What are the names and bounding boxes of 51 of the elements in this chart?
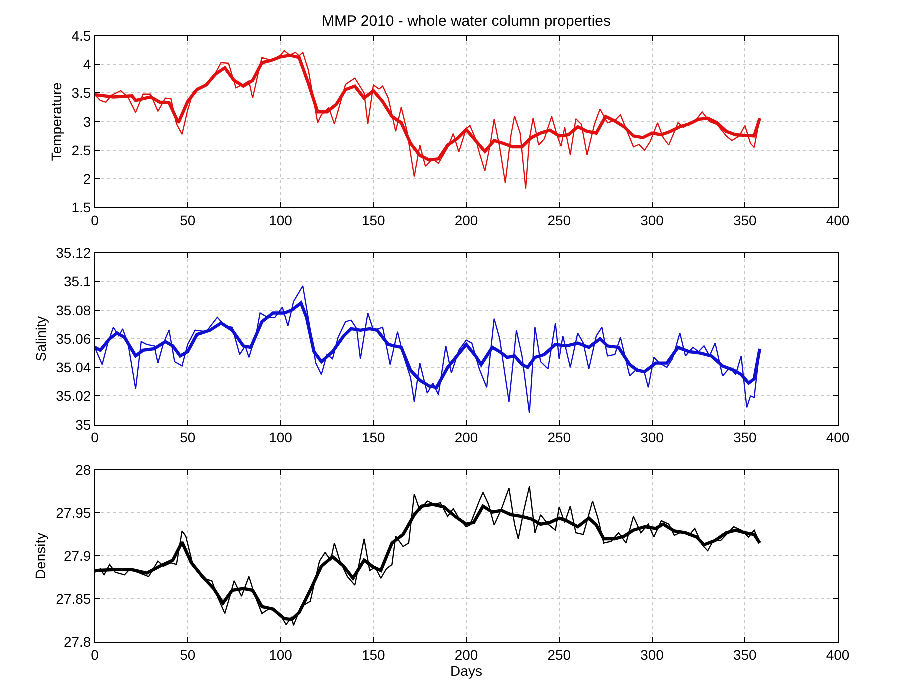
x-tick-label: 250	[548, 646, 572, 663]
x-tick-label: 350	[733, 212, 758, 228]
x-tick-label: 200	[454, 212, 478, 228]
x-tick-label: 150	[362, 212, 386, 228]
x-tick-label: 50	[180, 212, 196, 228]
x-tick-label: 100	[269, 212, 293, 228]
y-tick-label: 27.95	[56, 505, 92, 522]
y-tick-label: 3.5	[72, 85, 92, 102]
y-tick-label: 35.1	[64, 274, 92, 290]
y-tick-label: 28	[76, 462, 92, 478]
x-tick-label: 400	[826, 430, 850, 446]
y-tick-label: 35.12	[56, 245, 92, 262]
x-tick-label: 150	[362, 430, 386, 446]
y-tick-label: 3	[83, 114, 92, 130]
y-tick-label: 35.06	[56, 330, 92, 347]
y-tick-label: 4	[83, 56, 92, 73]
y-tick-label: 2	[83, 170, 92, 187]
y-tick-label: 4.5	[72, 28, 92, 44]
x-tick-label: 300	[640, 430, 664, 446]
chart-title: MMP 2010 - whole water column properties	[322, 13, 612, 30]
x-axis-title: Days	[450, 663, 482, 680]
x-tick-label: 400	[826, 646, 850, 663]
y-tick-label: 35.02	[56, 388, 92, 404]
y-tick-label: 27.85	[56, 590, 92, 607]
x-tick-label: 100	[269, 430, 293, 446]
x-tick-label: 0	[91, 212, 100, 228]
x-tick-label: 200	[454, 430, 478, 446]
y-axis-title: Salinity	[32, 316, 49, 362]
y-tick-label: 35.08	[56, 302, 92, 318]
y-tick-label: 27.9	[64, 548, 92, 564]
y-axis-title: Temperature	[48, 82, 64, 162]
x-tick-label: 350	[733, 646, 758, 663]
y-axis-title: Density	[32, 532, 49, 580]
x-tick-label: 150	[362, 646, 386, 663]
x-tick-label: 400	[826, 212, 850, 228]
x-tick-label: 350	[733, 430, 758, 446]
x-tick-label: 100	[269, 646, 293, 663]
x-tick-label: 300	[640, 212, 664, 228]
x-tick-label: 0	[91, 646, 100, 663]
y-tick-label: 2.5	[72, 142, 92, 158]
x-tick-label: 200	[454, 646, 478, 663]
x-tick-label: 300	[640, 646, 664, 663]
y-tick-label: 27.8	[64, 634, 92, 650]
y-tick-label: 1.5	[72, 200, 92, 216]
y-tick-label: 35.04	[56, 360, 92, 376]
x-tick-label: 50	[180, 430, 196, 446]
x-tick-label: 250	[548, 212, 572, 228]
x-tick-label: 50	[180, 646, 196, 663]
x-tick-label: 0	[91, 430, 100, 446]
x-tick-label: 250	[548, 430, 572, 446]
y-tick-label: 35	[76, 416, 92, 433]
